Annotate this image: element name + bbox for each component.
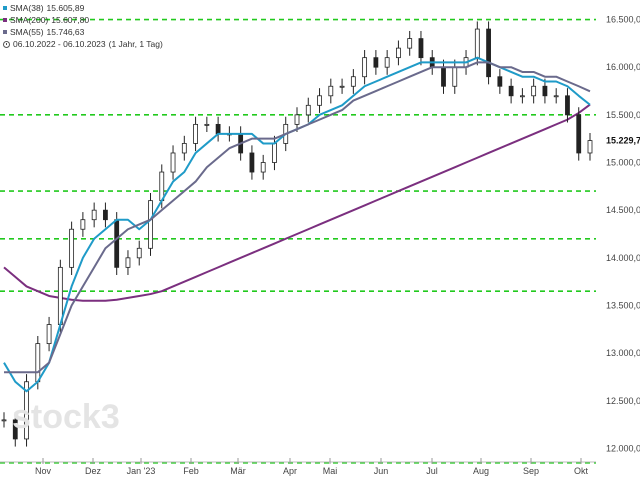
y-tick-label: 14.500,00 [606, 205, 640, 215]
x-tick-label: Sep [523, 466, 539, 476]
legend-item-sma55: SMA(55) 15.746,63 [3, 26, 163, 38]
x-tick-label: Nov [35, 466, 52, 476]
y-tick-label: 16.500,00 [606, 15, 640, 25]
candle-body [407, 38, 413, 49]
legend-value: 15.746,63 [46, 27, 85, 37]
candle-body [553, 95, 559, 98]
last-price-box [604, 134, 640, 147]
candle-body [339, 85, 345, 88]
y-tick-label: 12.500,00 [606, 396, 640, 406]
candle-body [272, 143, 277, 163]
candle-body [587, 140, 593, 154]
x-tick-label: Okt [574, 466, 589, 476]
y-tick-label: 15.500,00 [606, 110, 640, 120]
support-resistance-lines [0, 18, 596, 464]
candle-body [114, 219, 120, 268]
y-tick-label: 14.000,00 [606, 253, 640, 263]
candle-body [328, 85, 334, 97]
candle-body [24, 381, 29, 440]
candle-body [305, 104, 311, 116]
last-price-label: 15.229,77 [606, 136, 640, 146]
x-tick-label: Jul [426, 466, 438, 476]
legend-value: 15.607,80 [51, 15, 90, 25]
candle-body [148, 200, 153, 249]
candle-body [452, 66, 458, 87]
clock-icon [3, 40, 10, 48]
candle-body [103, 209, 108, 221]
chart-legend: SMA(38) 15.605,89 SMA(200) 15.607,80 SMA… [3, 2, 163, 50]
candle-body [35, 343, 41, 383]
candle-body [249, 152, 255, 173]
candle-body [384, 57, 390, 68]
candle-body [193, 123, 198, 144]
x-tick-label: Apr [283, 466, 297, 476]
candle-body [57, 266, 63, 325]
x-tick-label: Mär [230, 466, 246, 476]
candle-body [441, 66, 446, 87]
legend-value: 15.605,89 [46, 3, 85, 13]
candle-body [418, 38, 424, 59]
candle-body [204, 123, 210, 126]
y-tick-label: 12.000,00 [606, 443, 640, 453]
legend-label: SMA(200) [10, 15, 49, 25]
x-tick-label: Aug [473, 466, 489, 476]
x-tick-label: Mai [323, 466, 338, 476]
x-tick-label: Jan '23 [127, 466, 156, 476]
candle-body [91, 209, 97, 221]
sma200-line [3, 103, 591, 302]
x-tick-label: Jun [374, 466, 389, 476]
candle-body [80, 219, 86, 230]
candle-body [542, 85, 548, 97]
candle-body [136, 247, 142, 259]
candle-body [1, 419, 7, 422]
candle-body [125, 257, 131, 268]
candle-body [69, 228, 75, 268]
date-range-note: (1 Jahr, 1 Tag) [108, 39, 163, 49]
legend-item-sma38: SMA(38) 15.605,89 [3, 2, 163, 14]
candle-body [294, 114, 300, 125]
candle-body [497, 76, 503, 87]
candle-body [260, 162, 266, 173]
legend-date-range: 06.10.2022 - 06.10.2023 (1 Jahr, 1 Tag) [3, 38, 163, 50]
legend-item-sma200: SMA(200) 15.607,80 [3, 14, 163, 26]
y-tick-label: 15.000,00 [606, 158, 640, 168]
candle-body [508, 85, 514, 97]
legend-swatch [3, 18, 7, 22]
legend-label: SMA(55) [10, 27, 44, 37]
watermark-logo: stock3 [12, 398, 120, 436]
candle-body [396, 47, 401, 59]
candle-body [576, 114, 582, 154]
legend-swatch [3, 6, 7, 10]
candle-body [215, 123, 221, 135]
candle-body [350, 76, 356, 87]
x-tick-label: Dez [85, 466, 102, 476]
sma200-path [3, 103, 591, 302]
y-axis: 12.000,00 12.500,00 13.000,00 13.500,00 14.0… [606, 15, 640, 454]
candle-body [317, 95, 322, 106]
candle-body [181, 143, 187, 154]
candle-body [565, 95, 570, 116]
candle-body [474, 28, 480, 59]
sma55-line [4, 61, 591, 374]
legend-swatch [3, 30, 7, 34]
x-axis: Nov Dez Jan '23 Feb Mär Apr Mai Jun Jul Aug Sep Okt [0, 458, 596, 476]
candle-body [519, 95, 525, 98]
candle-body [170, 152, 176, 173]
candle-body [12, 419, 18, 440]
candle-body [486, 28, 491, 78]
candle-body [373, 57, 379, 68]
y-tick-label: 16.000,00 [606, 62, 640, 72]
legend-label: SMA(38) [10, 3, 44, 13]
candle-body [531, 85, 537, 97]
y-tick-label: 13.500,00 [606, 300, 640, 310]
date-range-label: 06.10.2022 - 06.10.2023 [13, 39, 106, 49]
candle-body [46, 324, 52, 345]
sma55-path [4, 61, 591, 374]
y-tick-label: 13.000,00 [606, 348, 640, 358]
candle-body [362, 57, 368, 78]
x-tick-label: Feb [183, 466, 199, 476]
last-price-marker: 15.229,77 [604, 134, 640, 147]
